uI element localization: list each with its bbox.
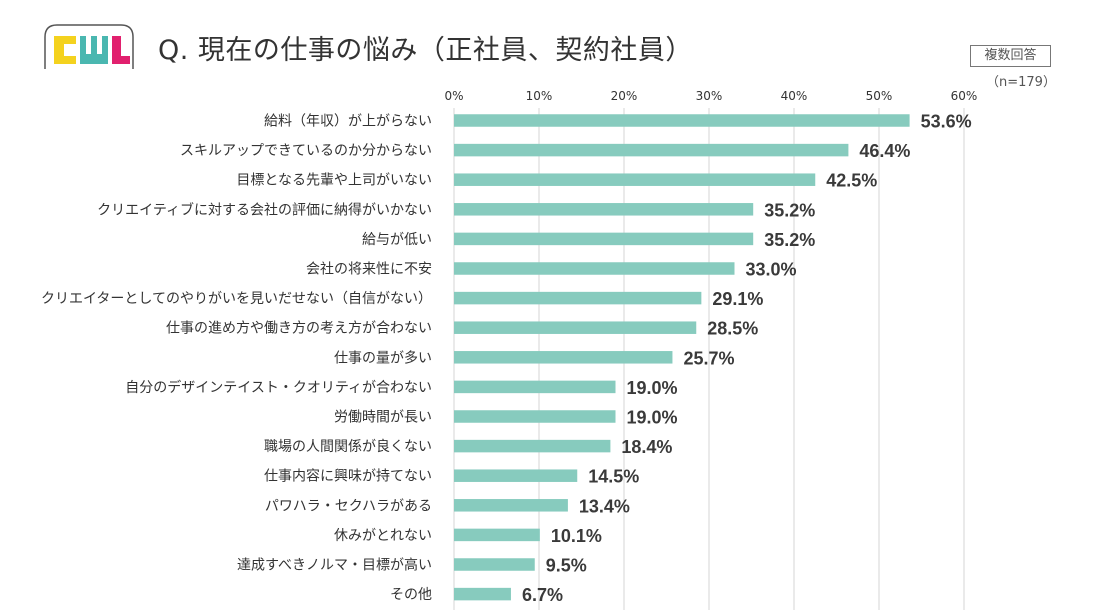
bar [454, 499, 568, 512]
x-tick-label: 40% [781, 89, 808, 103]
value-label: 42.5% [826, 171, 877, 191]
category-label: パワハラ・セクハラがある [265, 498, 432, 514]
category-label: 職場の人間関係が良くない [264, 439, 432, 455]
page-title: Q. 現在の仕事の悩み（正社員、契約社員） [158, 35, 693, 66]
bar [454, 439, 611, 453]
x-tick-label: 20% [611, 89, 638, 103]
bar [454, 587, 511, 601]
value-label: 6.7% [522, 585, 563, 605]
value-label: 46.4% [859, 141, 910, 161]
bar [454, 351, 673, 364]
bar [454, 380, 616, 394]
category-label: 目標となる先輩や上司がいない [236, 173, 432, 189]
category-label: 給与が低い [362, 232, 432, 248]
x-tick-label: 30% [696, 89, 723, 103]
value-label: 18.4% [621, 437, 672, 457]
category-label: 仕事の進め方や働き方の考え方が合わない [166, 321, 432, 337]
x-tick-label: 0% [444, 89, 463, 103]
bar [454, 410, 616, 423]
bar [454, 262, 735, 275]
x-tick-label: 50% [866, 89, 893, 103]
bar [454, 321, 697, 334]
category-label: 給料（年収）が上がらない [264, 114, 432, 130]
logo-letter-w [80, 36, 108, 64]
category-label: クリエイターとしてのやりがいを見いだせない（自信がない） [41, 291, 432, 307]
category-label: 仕事の量が多い [334, 349, 432, 366]
value-label: 53.6% [921, 112, 972, 132]
category-label: 休みがとれない [334, 528, 432, 544]
logo-letter-l [112, 36, 130, 64]
bar [454, 173, 816, 186]
category-label: 達成すべきノルマ・目標が高い [237, 557, 432, 574]
category-label: クリエイティブに対する会社の評価に納得がいかない [97, 201, 432, 218]
value-label: 33.0% [746, 260, 797, 280]
category-label: 仕事内容に興味が持てない [264, 468, 432, 485]
bar [454, 203, 754, 216]
value-label: 35.2% [764, 230, 815, 250]
sample-size-label: （n=179） [986, 75, 1056, 90]
x-tick-label: 10% [526, 89, 553, 103]
value-label: 9.5% [546, 556, 587, 576]
bar [454, 558, 535, 571]
value-label: 14.5% [588, 467, 639, 487]
value-label: 25.7% [683, 348, 734, 368]
bar [454, 232, 754, 246]
bar [454, 469, 578, 482]
value-label: 10.1% [551, 526, 602, 546]
value-label: 35.2% [764, 200, 815, 220]
bar [454, 528, 540, 542]
category-label: スキルアップできているのか分からない [180, 143, 432, 159]
logo-letter-c [54, 36, 76, 64]
value-label: 13.4% [579, 496, 630, 516]
bar [454, 291, 702, 305]
category-label: 会社の将来性に不安 [306, 262, 432, 278]
category-label: その他 [390, 587, 432, 603]
bar [454, 143, 849, 157]
value-label: 29.1% [712, 289, 763, 309]
cwl-logo [44, 24, 134, 69]
value-label: 28.5% [707, 319, 758, 339]
multiple-answer-badge: 複数回答 [970, 45, 1051, 67]
category-label: 労働時間が長い [334, 410, 432, 426]
bar [454, 114, 910, 127]
value-label: 19.0% [627, 408, 678, 428]
value-label: 19.0% [627, 378, 678, 398]
category-label: 自分のデザインテイスト・クオリティが合わない [125, 379, 432, 396]
x-tick-label: 60% [951, 89, 978, 103]
